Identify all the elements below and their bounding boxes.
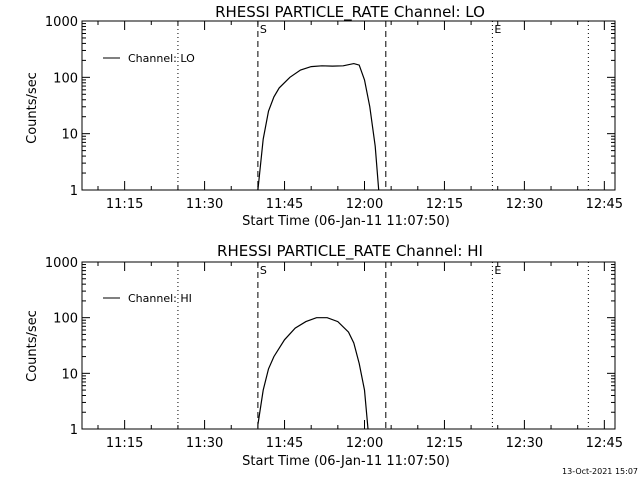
x-axis-label: Start Time (06-Jan-11 11:07:50) <box>242 454 450 469</box>
axis-ticks <box>82 20 615 191</box>
plot-frame <box>81 20 616 191</box>
x-tick-label: 12:00 <box>346 436 383 451</box>
x-tick-label: 12:30 <box>506 436 543 451</box>
y-tick-label: 10 <box>61 128 78 143</box>
series-layer <box>257 317 369 430</box>
x-tick-label: 12:45 <box>586 436 623 451</box>
marker-label: E <box>494 23 501 36</box>
x-tick-label: 12:15 <box>426 436 463 451</box>
x-tick-label: 12:00 <box>346 197 383 212</box>
y-tick-label: 10 <box>61 367 78 382</box>
y-tick-label: 1000 <box>45 15 78 30</box>
x-axis-label: Start Time (06-Jan-11 11:07:50) <box>242 214 450 229</box>
series-line <box>257 62 380 191</box>
y-axis-label: Counts/sec <box>25 310 40 382</box>
x-tick-label: 12:30 <box>506 197 543 212</box>
legend-label: Channel: HI <box>128 292 192 305</box>
x-tick-label: 12:45 <box>586 197 623 212</box>
marker-label: S <box>260 264 267 277</box>
x-tick-label: 12:15 <box>426 197 463 212</box>
legend: Channel: HI <box>103 292 192 305</box>
footer-timestamp: 13-Oct-2021 15:07 <box>562 467 638 476</box>
axis-ticks <box>82 261 615 430</box>
plot-frame <box>81 261 616 430</box>
series-line <box>257 317 369 430</box>
chart-title: RHESSI PARTICLE_RATE Channel: LO <box>215 3 485 22</box>
x-tick-label: 11:15 <box>106 197 143 212</box>
y-axis-label: Counts/sec <box>25 72 40 144</box>
hi-channel-panel: RHESSI PARTICLE_RATE Channel: HI Counts/… <box>25 242 623 469</box>
tick-labels: 11:15 11:30 11:45 12:00 12:15 12:30 12:45 1 10 10… <box>45 256 623 451</box>
chart-title: RHESSI PARTICLE_RATE Channel: HI <box>217 242 483 261</box>
y-tick-label: 100 <box>53 312 78 327</box>
y-tick-label: 1 <box>70 423 78 438</box>
y-tick-label: 100 <box>53 71 78 86</box>
y-tick-label: 1000 <box>45 256 78 271</box>
legend: Channel: LO <box>103 52 195 65</box>
x-tick-label: 11:30 <box>186 197 223 212</box>
marker-label: S <box>260 23 267 36</box>
x-tick-label: 11:45 <box>266 436 303 451</box>
x-tick-label: 11:30 <box>186 436 223 451</box>
legend-label: Channel: LO <box>128 52 195 65</box>
tick-labels: 11:15 11:30 11:45 12:00 12:15 12:30 12:45 1 10 10… <box>45 15 623 212</box>
x-tick-label: 11:15 <box>106 436 143 451</box>
x-tick-label: 11:45 <box>266 197 303 212</box>
marker-label: E <box>494 264 501 277</box>
series-layer <box>257 62 380 191</box>
lo-channel-panel: RHESSI PARTICLE_RATE Channel: LO Counts/… <box>25 3 623 229</box>
y-tick-label: 1 <box>70 184 78 199</box>
